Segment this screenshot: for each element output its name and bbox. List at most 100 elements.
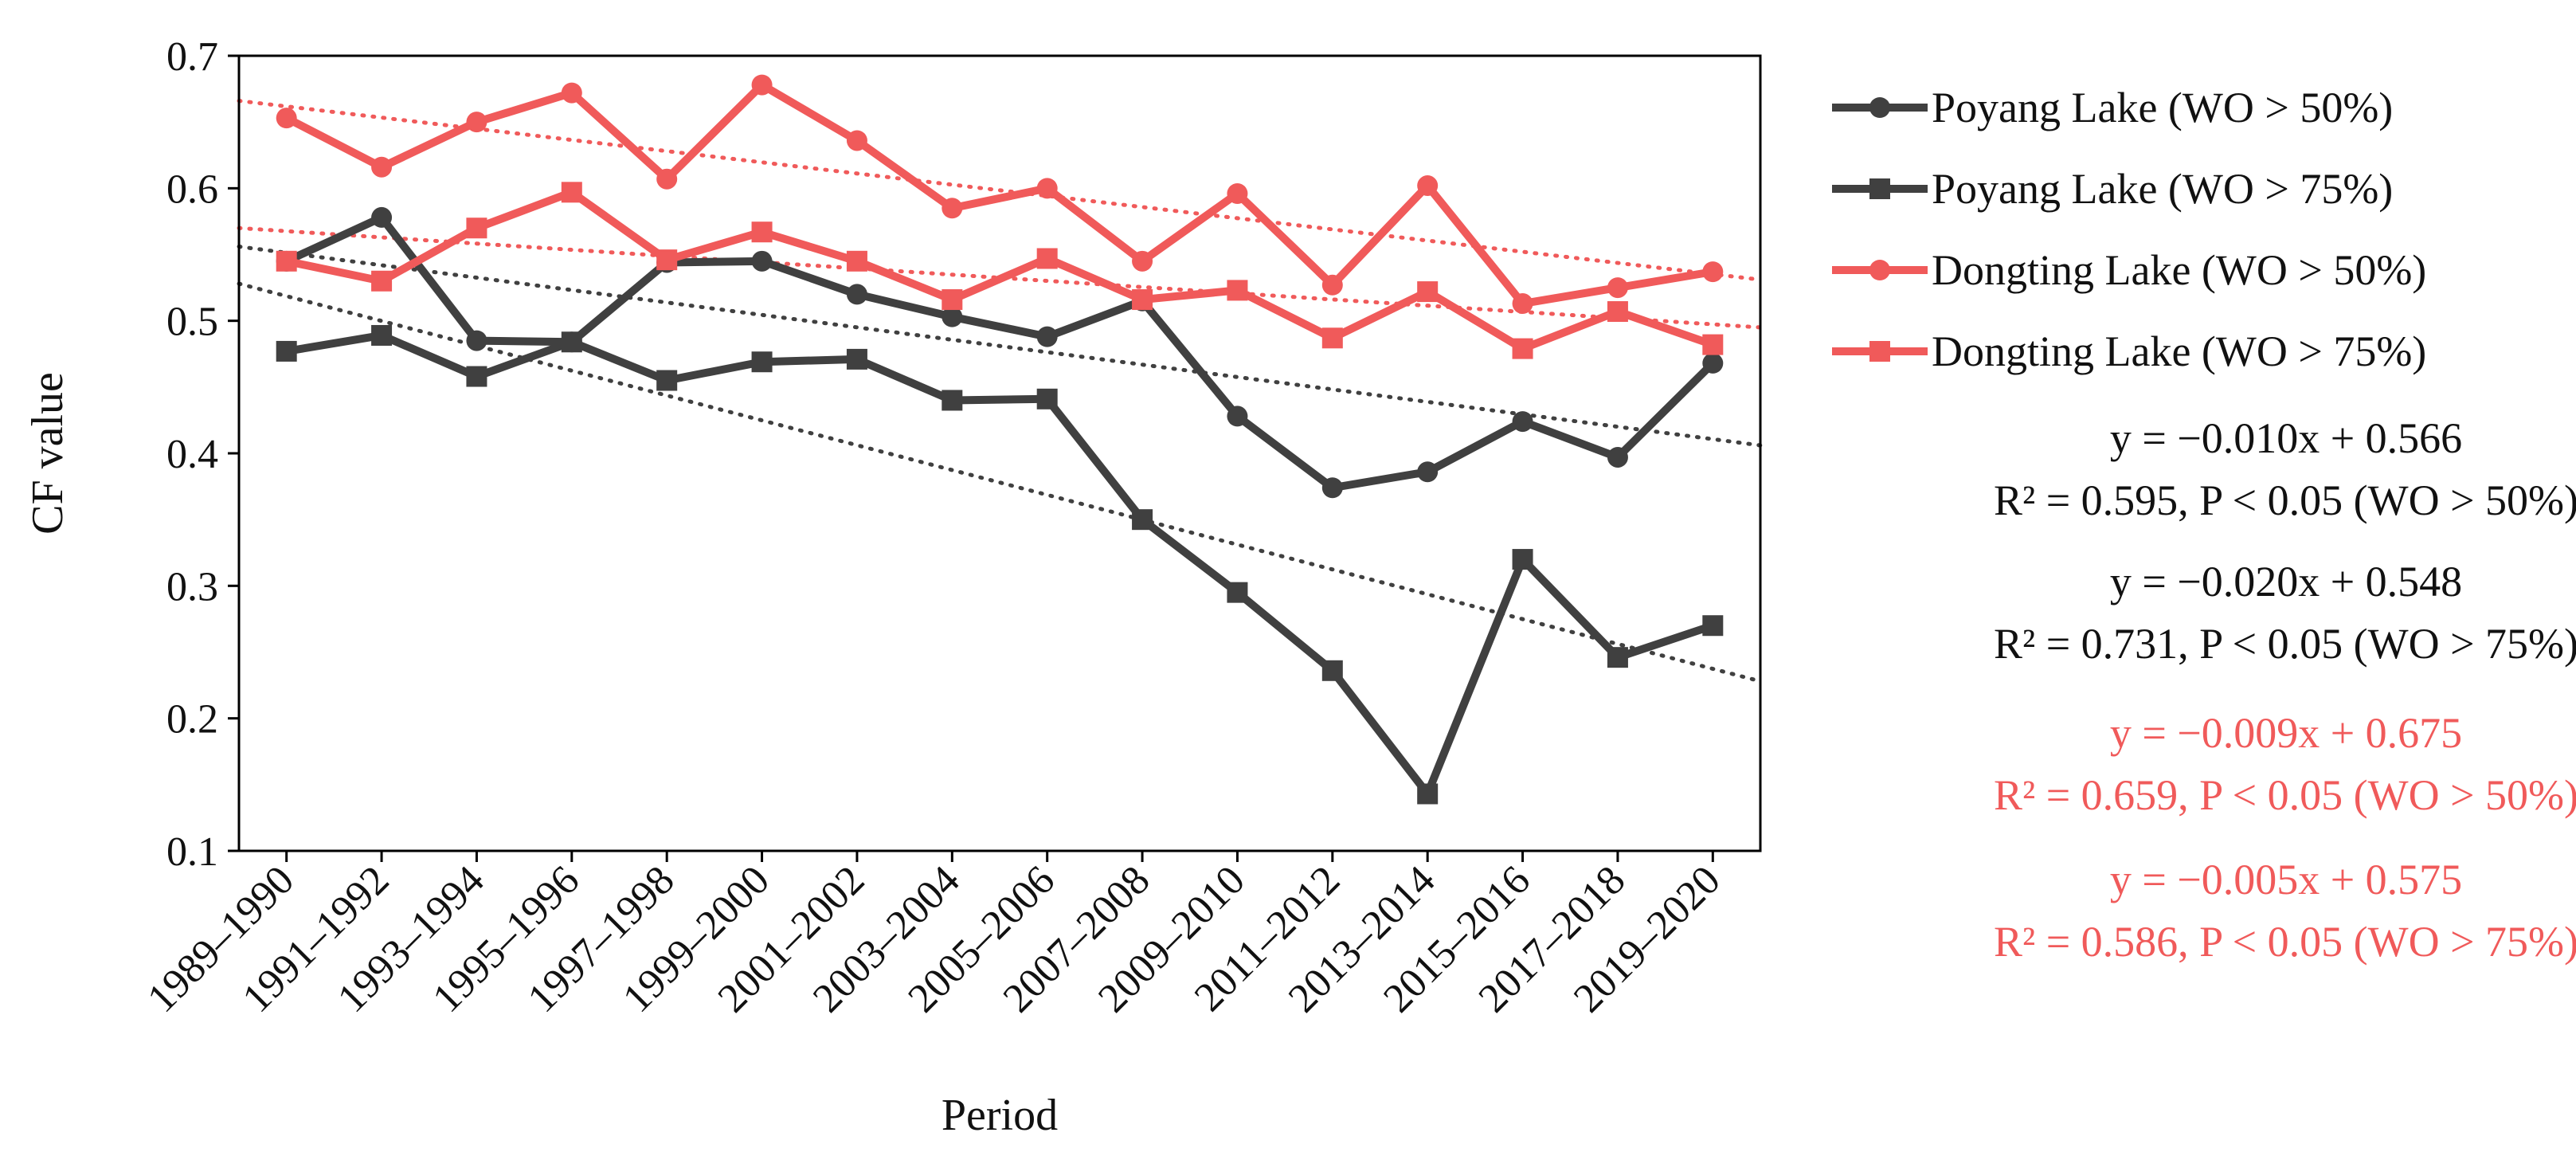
data-point (1036, 388, 1058, 409)
data-point (1417, 281, 1439, 303)
legend-label: Dongting Lake (WO > 75%) (1932, 327, 2426, 375)
y-tick-label: 0.4 (166, 432, 218, 477)
data-point (561, 182, 582, 203)
regression-stats: R² = 0.659, P < 0.05 (WO > 50%) (1994, 771, 2576, 819)
y-tick-label: 0.3 (166, 564, 218, 609)
data-point (1227, 406, 1248, 427)
data-point (371, 324, 393, 346)
regression-equation: y = −0.010x + 0.566 (2110, 414, 2462, 462)
trendline (237, 245, 1763, 448)
legend: Poyang Lake (WO > 50%) Poyang Lake (WO > … (1832, 84, 2426, 375)
data-point (1702, 334, 1724, 355)
trendline (237, 281, 1763, 684)
data-point (1702, 261, 1724, 283)
data-point (1512, 338, 1533, 359)
legend-marker (1869, 97, 1890, 118)
data-point (942, 198, 963, 219)
data-point (942, 289, 963, 311)
data-point (1321, 660, 1343, 681)
series-line (284, 80, 1714, 308)
data-point (1321, 274, 1343, 296)
data-point (751, 221, 773, 243)
data-point (942, 390, 963, 411)
data-point (1417, 461, 1439, 483)
data-point (656, 370, 678, 391)
data-point (1702, 615, 1724, 637)
plot-area-frame (237, 54, 1762, 852)
data-point (942, 306, 963, 327)
y-tick-label: 0.2 (166, 697, 218, 743)
regression-stats: R² = 0.586, P < 0.05 (WO > 75%) (1994, 918, 2576, 966)
series-lines (276, 74, 1724, 805)
data-point (466, 217, 487, 239)
x-axis-ticks: 1989–19901991–19921993–19941995–19961997… (139, 851, 1729, 1021)
data-point (1036, 248, 1058, 269)
legend-marker (1869, 341, 1890, 362)
data-point (1132, 509, 1153, 531)
data-point (561, 82, 582, 104)
data-point (1607, 301, 1628, 323)
y-axis-title: CF value (23, 372, 72, 535)
data-point (1512, 293, 1533, 315)
series-line (284, 213, 1716, 492)
data-point (1321, 477, 1343, 499)
data-point (371, 156, 393, 178)
series-line (285, 188, 1714, 353)
data-point (561, 331, 582, 353)
data-point (751, 351, 773, 373)
data-point (1036, 178, 1058, 199)
data-point (1036, 326, 1058, 347)
series-line (285, 331, 1714, 798)
regression-equation: y = −0.005x + 0.575 (2110, 856, 2462, 903)
data-point (1132, 250, 1153, 272)
data-point (1227, 182, 1248, 204)
data-point (466, 366, 487, 387)
data-point (656, 168, 678, 190)
data-point (276, 340, 297, 362)
legend-marker (1869, 178, 1890, 199)
x-axis-title: Period (942, 1091, 1058, 1140)
trendline (237, 99, 1763, 282)
data-point (1607, 446, 1628, 468)
y-tick-label: 0.1 (166, 829, 218, 875)
data-point (371, 206, 393, 228)
data-point (1321, 327, 1343, 349)
data-point (656, 249, 678, 271)
data-point (276, 250, 297, 272)
data-point (466, 112, 487, 133)
data-point (1132, 289, 1153, 311)
data-point (846, 284, 867, 305)
data-point (751, 250, 773, 272)
data-point (276, 108, 297, 129)
data-point (1512, 549, 1533, 570)
data-point (1607, 277, 1628, 299)
data-point (1702, 352, 1724, 374)
data-point (371, 270, 393, 292)
legend-label: Poyang Lake (WO > 50%) (1932, 84, 2393, 131)
data-point (846, 130, 867, 151)
data-point (846, 348, 867, 370)
data-point (466, 330, 487, 351)
data-point (846, 250, 867, 272)
regression-annotations: y = −0.010x + 0.566 R² = 0.595, P < 0.05 … (1994, 414, 2576, 966)
data-point (1607, 647, 1628, 668)
y-tick-label: 0.5 (166, 300, 218, 345)
y-tick-label: 0.6 (166, 167, 218, 212)
data-point (1227, 280, 1248, 301)
y-tick-label: 0.7 (166, 34, 218, 80)
regression-equation: y = −0.009x + 0.675 (2110, 709, 2462, 757)
legend-label: Dongting Lake (WO > 50%) (1932, 246, 2426, 294)
data-point (1417, 783, 1439, 805)
data-point (1512, 411, 1533, 433)
regression-stats: R² = 0.595, P < 0.05 (WO > 50%) (1994, 476, 2576, 524)
legend-marker (1869, 260, 1890, 280)
data-point (1417, 175, 1439, 197)
legend-label: Poyang Lake (WO > 75%) (1932, 165, 2393, 213)
regression-stats: R² = 0.731, P < 0.05 (WO > 75%) (1994, 620, 2576, 668)
data-point (751, 74, 773, 96)
y-axis-ticks: 0.1 0.2 0.3 0.4 0.5 0.6 0.7 (166, 34, 239, 875)
regression-equation: y = −0.020x + 0.548 (2110, 558, 2462, 605)
data-point (1227, 582, 1248, 603)
trendlines (237, 99, 1763, 684)
